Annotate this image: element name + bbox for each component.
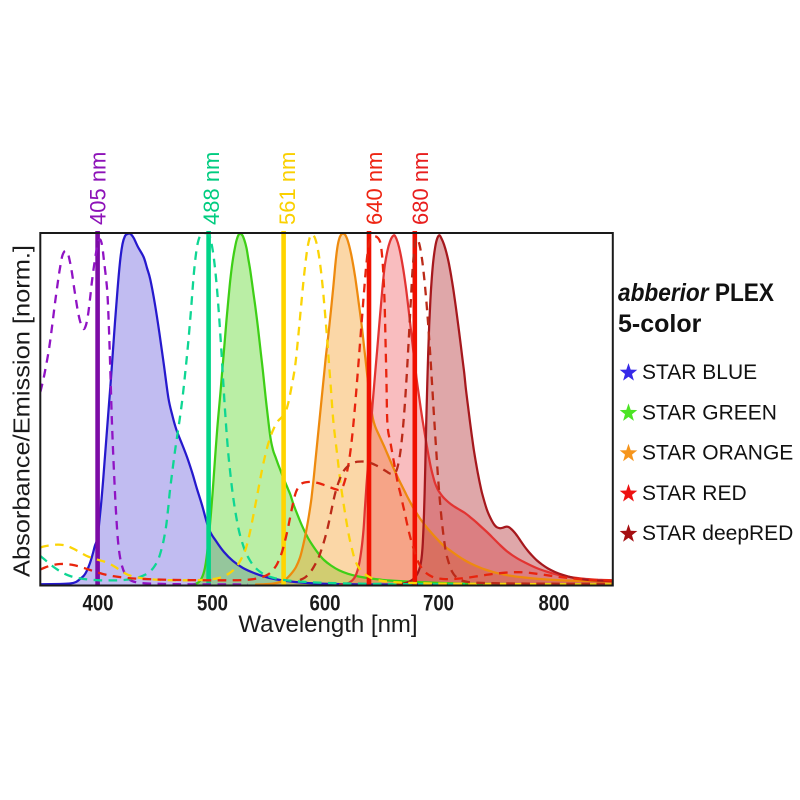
svg-text:abberior PLEX: abberior PLEX: [618, 279, 774, 307]
svg-text:STAR GREEN: STAR GREEN: [642, 401, 777, 424]
svg-text:600: 600: [310, 591, 341, 616]
svg-text:STAR ORANGE: STAR ORANGE: [642, 442, 793, 465]
svg-text:700: 700: [423, 591, 454, 616]
svg-text:STAR BLUE: STAR BLUE: [642, 361, 757, 384]
svg-text:Wavelength [nm]: Wavelength [nm]: [238, 611, 417, 638]
svg-text:680 nm: 680 nm: [408, 152, 433, 225]
svg-text:STAR RED: STAR RED: [642, 482, 747, 505]
svg-text:405 nm: 405 nm: [86, 152, 111, 225]
svg-text:640 nm: 640 nm: [362, 152, 387, 225]
svg-text:STAR deepRED: STAR deepRED: [642, 522, 793, 545]
svg-text:5-color: 5-color: [618, 310, 702, 338]
svg-text:488 nm: 488 nm: [199, 152, 224, 225]
svg-text:561 nm: 561 nm: [275, 152, 300, 225]
svg-text:Absorbance/Emission [norm.]: Absorbance/Emission [norm.]: [9, 245, 35, 577]
svg-text:500: 500: [197, 591, 228, 616]
svg-text:800: 800: [539, 591, 570, 616]
svg-text:400: 400: [83, 591, 114, 616]
